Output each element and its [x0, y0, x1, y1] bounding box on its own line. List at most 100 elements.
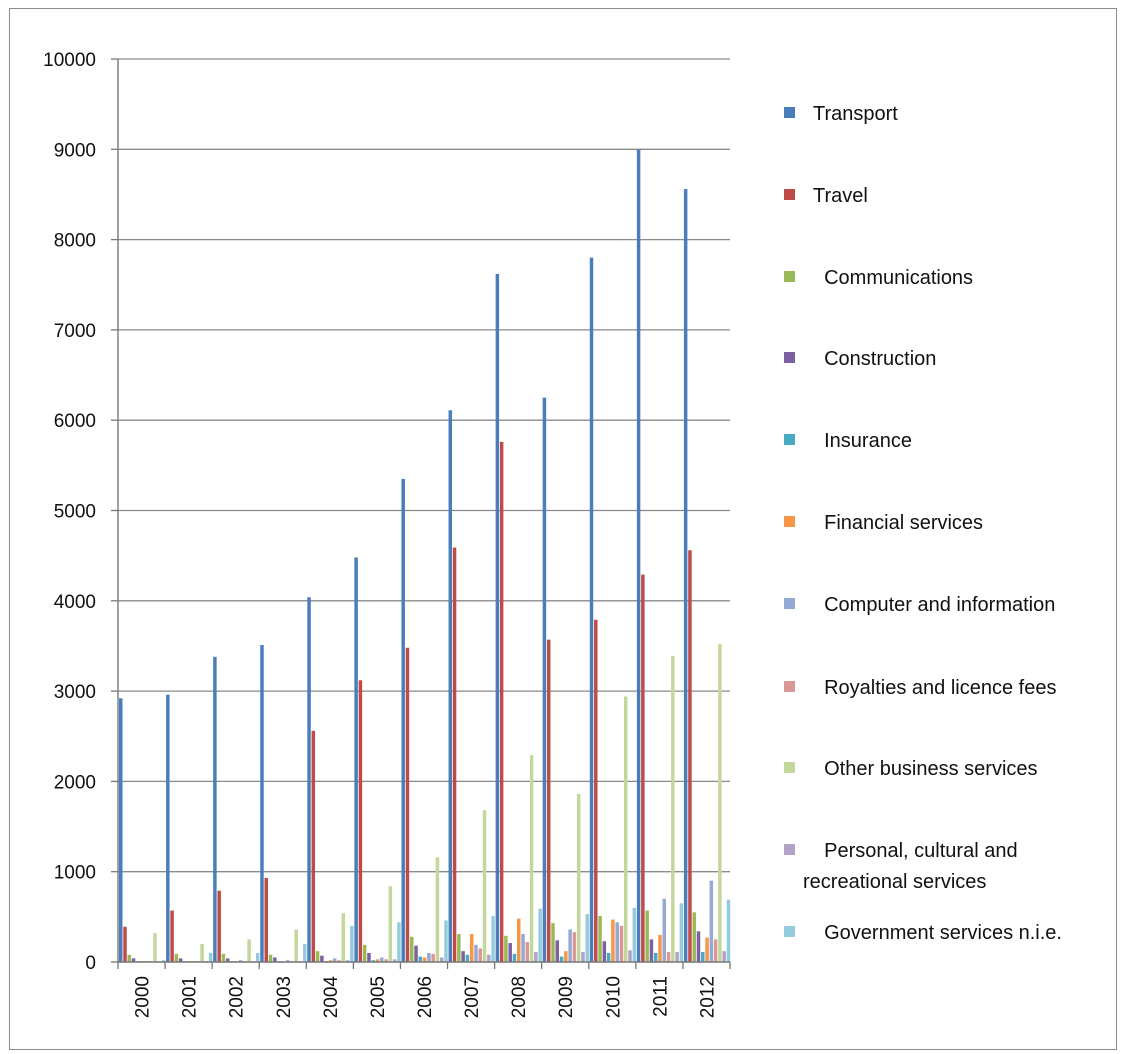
legend-swatch — [784, 598, 795, 609]
x-tick-label: 2009 — [556, 976, 577, 1018]
bar-royalties-and-licence-fees-2009 — [572, 932, 577, 962]
bar-financial-services-2010 — [611, 919, 615, 962]
bar-personal-cultural-and-recreational-services-2007 — [487, 954, 491, 962]
bar-government-services-n-i-e--2012 — [726, 899, 731, 962]
legend-label: Government services n.i.e. — [813, 922, 1062, 944]
bar-construction-2006 — [414, 945, 418, 962]
y-tick-label: 7000 — [54, 321, 96, 342]
bar-travel-2009 — [546, 639, 551, 962]
y-tick-label: 10000 — [43, 50, 96, 71]
bar-communications-2002 — [221, 953, 226, 962]
bar-insurance-2009 — [559, 956, 564, 962]
bar-computer-and-information-2010 — [615, 922, 619, 962]
bar-travel-2012 — [688, 550, 692, 962]
y-tick-label: 4000 — [54, 592, 96, 613]
bar-personal-cultural-and-recreational-services-2010 — [628, 950, 632, 962]
legend-swatch — [784, 844, 795, 855]
legend-swatch — [784, 681, 795, 692]
bar-government-services-n-i-e--2001 — [208, 952, 213, 962]
bar-personal-cultural-and-recreational-services-2005 — [392, 959, 397, 962]
bar-insurance-2008 — [512, 953, 517, 962]
legend-label: Construction — [813, 348, 936, 370]
bar-other-business-services-2005 — [388, 886, 393, 962]
x-tick-label: 2005 — [368, 976, 389, 1018]
x-tick-label: 2004 — [321, 976, 342, 1019]
bar-computer-and-information-2005 — [380, 957, 384, 962]
bar-government-services-n-i-e--2004 — [350, 925, 354, 962]
bar-other-business-services-2003 — [294, 929, 298, 962]
y-tick-label: 2000 — [54, 772, 96, 793]
x-tick-label: 2011 — [650, 976, 671, 1017]
x-tick-label: 2008 — [509, 976, 530, 1018]
bar-computer-and-information-2002 — [238, 960, 243, 962]
bar-travel-2001 — [170, 910, 174, 962]
bar-transport-2001 — [166, 694, 170, 962]
legend-swatch — [784, 352, 795, 363]
legend-swatch — [784, 516, 795, 527]
x-tick-label: 2003 — [274, 976, 295, 1018]
bar-transport-2008 — [495, 273, 500, 962]
bar-construction-2005 — [367, 952, 371, 962]
legend-label: Financial services — [813, 512, 983, 534]
bar-other-business-services-2001 — [200, 943, 204, 962]
bar-transport-2007 — [448, 410, 453, 962]
y-tick-label: 6000 — [54, 411, 96, 432]
bar-transport-2011 — [636, 149, 641, 963]
bar-transport-2009 — [542, 397, 547, 963]
legend-label: Personal, cultural and — [813, 840, 1018, 862]
legend-label: Other business services — [813, 758, 1038, 780]
bar-construction-2004 — [320, 955, 324, 962]
bar-travel-2007 — [452, 547, 457, 962]
bar-computer-and-information-2007 — [474, 944, 478, 962]
bar-construction-2011 — [649, 939, 654, 962]
x-tick-label: 2002 — [227, 976, 248, 1018]
bar-transport-2002 — [213, 656, 217, 962]
y-tick-label: 5000 — [54, 502, 96, 523]
bar-other-business-services-2002 — [247, 939, 251, 962]
bar-computer-and-information-2004 — [332, 958, 337, 962]
bar-transport-2012 — [683, 189, 688, 962]
bar-construction-2003 — [273, 957, 277, 962]
bar-computer-and-information-2012 — [709, 880, 714, 962]
bar-personal-cultural-and-recreational-services-2009 — [581, 952, 585, 962]
bar-travel-2003 — [264, 878, 268, 962]
legend-label: Royalties and licence fees — [813, 677, 1056, 699]
legend-swatch — [784, 189, 795, 200]
bar-construction-2002 — [225, 958, 230, 962]
y-tick-label: 0 — [85, 953, 96, 974]
bar-financial-services-2012 — [705, 937, 709, 962]
y-tick-label: 1000 — [54, 863, 96, 884]
bar-government-services-n-i-e--2005 — [397, 922, 401, 962]
bar-computer-and-information-2008 — [521, 934, 525, 962]
y-tick-label: 8000 — [54, 231, 96, 252]
bar-other-business-services-2008 — [529, 755, 534, 962]
bar-other-business-services-2007 — [482, 810, 487, 962]
bar-communications-2009 — [551, 923, 555, 962]
bar-other-business-services-2011 — [671, 655, 675, 962]
bar-personal-cultural-and-recreational-services-2012 — [722, 951, 726, 962]
bar-travel-2011 — [641, 574, 645, 962]
bar-insurance-2012 — [701, 952, 705, 962]
legend-swatch — [784, 434, 795, 445]
bar-royalties-and-licence-fees-2004 — [337, 960, 341, 962]
bar-other-business-services-2006 — [435, 857, 440, 962]
bar-financial-services-2005 — [375, 959, 380, 962]
bar-communications-2003 — [268, 954, 273, 962]
bar-construction-2012 — [696, 931, 701, 962]
bar-computer-and-information-2009 — [568, 929, 572, 962]
bar-government-services-n-i-e--2007 — [491, 915, 495, 962]
bar-computer-and-information-2011 — [662, 898, 666, 962]
bar-communications-2011 — [645, 910, 649, 962]
bar-government-services-n-i-e--2011 — [679, 903, 684, 962]
gridlines — [118, 58, 730, 873]
bar-government-services-n-i-e--2000 — [161, 960, 166, 962]
bar-computer-and-information-2006 — [427, 952, 431, 962]
y-axis-ticks: 0 1000 2000 3000 4000 5000 6000 7000 8000 9000 100… — [43, 50, 118, 974]
x-tick-label: 2000 — [133, 976, 154, 1018]
y-tick-label: 9000 — [54, 140, 96, 161]
bar-communications-2000 — [127, 954, 132, 962]
bar-royalties-and-licence-fees-2011 — [666, 952, 671, 962]
bar-transport-2003 — [260, 645, 264, 962]
x-tick-label: 2012 — [697, 976, 718, 1018]
bar-travel-2000 — [123, 926, 127, 962]
